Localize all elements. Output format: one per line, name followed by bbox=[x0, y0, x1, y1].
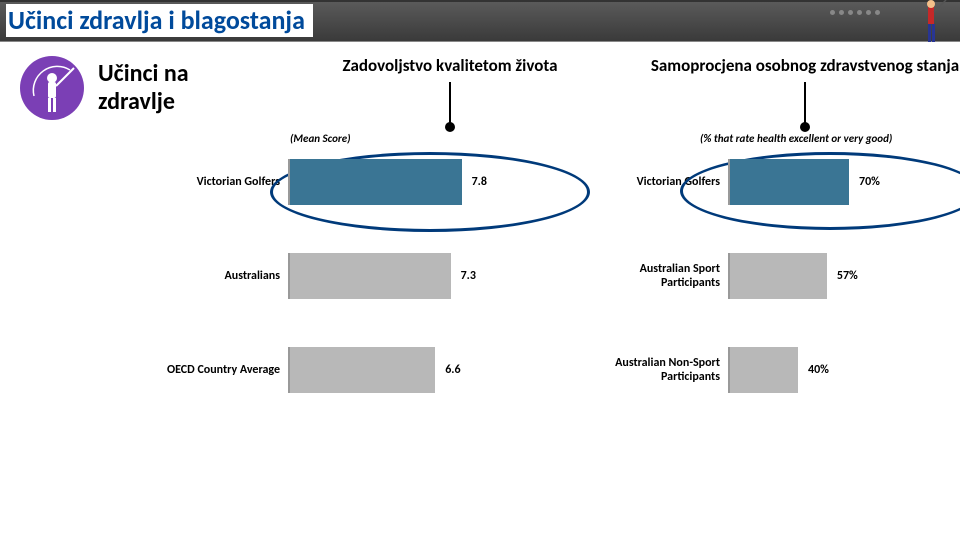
bar-area: 6.6 bbox=[288, 347, 508, 393]
bar-value: 7.8 bbox=[472, 175, 487, 189]
golf-swing-icon bbox=[20, 56, 84, 120]
bar: 7.8 bbox=[290, 159, 462, 205]
bar-area: 7.8 bbox=[288, 159, 508, 205]
header-bar: Učinci zdravlja i blagostanja bbox=[0, 0, 960, 42]
bar-label: Australian Sport Participants bbox=[600, 262, 728, 291]
bar-row: Australian Non-Sport Participants40% bbox=[600, 343, 960, 397]
bar-label: Australians bbox=[160, 269, 288, 283]
bar: 40% bbox=[730, 347, 798, 393]
bar-label: Victorian Golfers bbox=[160, 175, 288, 189]
chart2-heading: Samoprocjena osobnog zdravstvenog stanja bbox=[650, 56, 960, 76]
pointer-icon bbox=[449, 82, 451, 126]
bar: 7.3 bbox=[290, 253, 451, 299]
sub-row: Učinci na zdravlje Zadovoljstvo kvalitet… bbox=[0, 42, 960, 126]
bar-label: OECD Country Average bbox=[160, 363, 288, 377]
bar-area: 40% bbox=[728, 347, 898, 393]
bar-row: OECD Country Average6.6 bbox=[160, 343, 580, 397]
bar-label: Australian Non-Sport Participants bbox=[600, 356, 728, 385]
chart-self-rated-health: (% that rate health excellent or very go… bbox=[600, 132, 960, 437]
chart1-heading: Zadovoljstvo kvalitetom života bbox=[310, 56, 590, 76]
bar-label: Victorian Golfers bbox=[600, 175, 728, 189]
bar-value: 40% bbox=[808, 363, 829, 377]
section-title: Učinci na zdravlje bbox=[98, 60, 250, 115]
header-dots bbox=[830, 10, 880, 15]
bar: 57% bbox=[730, 253, 827, 299]
bar-area: 57% bbox=[728, 253, 898, 299]
bar-row: Victorian Golfers7.8 bbox=[160, 155, 580, 209]
bar-value: 6.6 bbox=[445, 363, 460, 377]
bar-area: 7.3 bbox=[288, 253, 508, 299]
charts-row: (Mean Score) Victorian Golfers7.8Austral… bbox=[0, 132, 960, 437]
chart1-axis-label: (Mean Score) bbox=[290, 132, 580, 145]
bar-value: 57% bbox=[837, 269, 858, 283]
chart1-heading-block: Zadovoljstvo kvalitetom života bbox=[310, 56, 590, 126]
bar-row: Australian Sport Participants57% bbox=[600, 249, 960, 303]
bar-area: 70% bbox=[728, 159, 898, 205]
bar: 70% bbox=[730, 159, 849, 205]
page-title: Učinci zdravlja i blagostanja bbox=[6, 4, 313, 37]
golfer-icon bbox=[910, 0, 950, 48]
bar-row: Victorian Golfers70% bbox=[600, 155, 960, 209]
bar-row: Australians7.3 bbox=[160, 249, 580, 303]
bar: 6.6 bbox=[290, 347, 435, 393]
pointer-icon bbox=[804, 82, 806, 126]
chart2-heading-block: Samoprocjena osobnog zdravstvenog stanja bbox=[650, 56, 960, 126]
chart2-axis-label: (% that rate health excellent or very go… bbox=[700, 132, 960, 145]
bar-value: 7.3 bbox=[461, 269, 476, 283]
section-title-block: Učinci na zdravlje bbox=[20, 56, 250, 120]
chart-quality-of-life: (Mean Score) Victorian Golfers7.8Austral… bbox=[160, 132, 580, 437]
bar-value: 70% bbox=[859, 175, 880, 189]
